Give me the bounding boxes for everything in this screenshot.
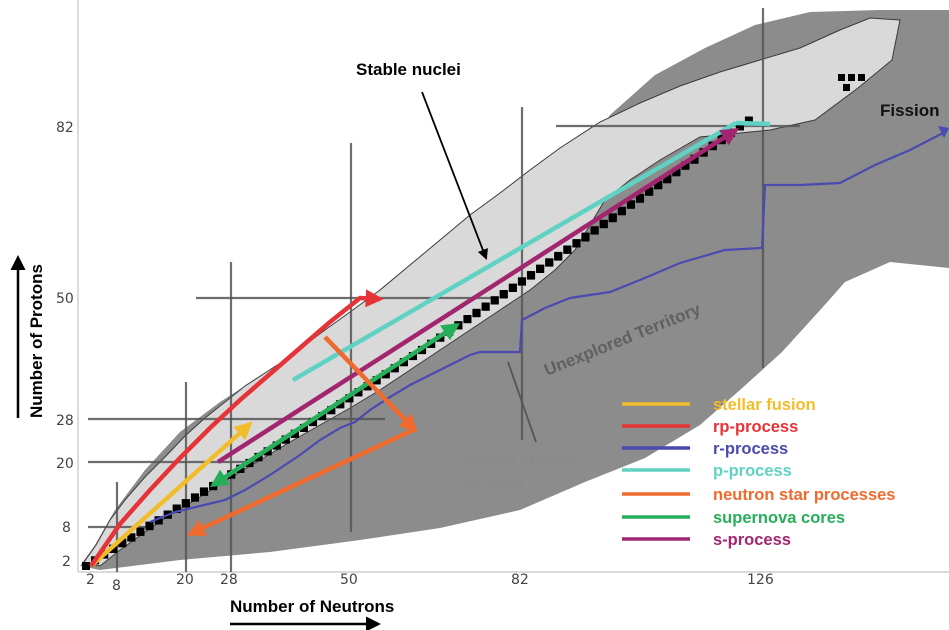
x-axis: 2 8 20 28 50 82 126 Number of Neutrons	[86, 572, 774, 630]
supernova-cores-arrow	[209, 323, 461, 487]
known-pointer-line	[507, 361, 537, 443]
stable-nucleus-square	[581, 232, 590, 241]
stable-nucleus-square	[145, 522, 154, 531]
y-tick-20: 20	[56, 456, 74, 472]
stable-nucleus-square	[527, 271, 536, 279]
stable-nucleus-square	[118, 539, 127, 548]
x-tick-82: 82	[511, 572, 529, 588]
y-tick-82: 82	[56, 120, 74, 136]
stable-nucleus-square	[672, 167, 681, 176]
x-tick-20: 20	[176, 572, 194, 588]
neutron-star-arrow-lower	[186, 427, 414, 537]
stable-nucleus-square	[154, 516, 163, 525]
known-label-line1: Nuclei known	[464, 450, 574, 469]
stable-nucleus-square	[636, 193, 645, 202]
stable-nucleus-square	[590, 226, 599, 235]
stable-nucleus-square	[127, 533, 136, 542]
stable-nuclei-label: Stable nuclei	[356, 60, 461, 79]
stable-nucleus-square	[181, 499, 190, 508]
stable-nucleus-square	[518, 277, 526, 286]
stable-nucleus-square	[191, 493, 199, 502]
stable-nucleus-square	[663, 174, 672, 183]
stable-nucleus-square	[545, 258, 554, 267]
stable-nucleus-square	[463, 315, 472, 323]
fission-label: Fission	[880, 101, 940, 120]
legend-label-p-process: p-process	[713, 462, 792, 480]
y-tick-8: 8	[62, 520, 71, 536]
stable-nucleus-square	[200, 487, 209, 496]
x-tick-50: 50	[340, 572, 358, 588]
known-label-line2: to exist	[464, 476, 524, 495]
stable-nucleus-square	[82, 562, 90, 570]
r-process-arrowhead	[938, 126, 949, 138]
stable-nucleus-square	[654, 180, 663, 189]
stable-nucleus-square	[681, 161, 690, 170]
stable-nucleus-square	[599, 219, 608, 228]
stable-nucleus-square	[472, 308, 481, 317]
legend: stellar fusion rp-process r-process p-pr…	[622, 396, 895, 549]
stable-nucleus-square	[536, 264, 545, 273]
stable-nucleus-square	[736, 122, 744, 130]
stable-nucleus-square	[572, 239, 581, 248]
stable-nucleus-square	[608, 213, 617, 222]
stable-nucleus-square	[617, 206, 626, 215]
p-process-arrow-cap	[735, 120, 771, 127]
stable-nucleus-square	[499, 290, 508, 298]
stable-pointer-line	[421, 91, 488, 261]
stable-nucleus-square	[627, 200, 635, 209]
stable-nucleus-square	[645, 187, 654, 196]
x-tick-126: 126	[747, 572, 774, 588]
x-tick-8: 8	[112, 578, 121, 594]
x-tick-2: 2	[86, 572, 95, 588]
legend-label-r-process: r-process	[713, 440, 788, 458]
stable-nucleus-square	[554, 251, 563, 260]
stable-nucleus-square	[481, 302, 490, 311]
y-axis-title: Number of Protons	[27, 264, 46, 418]
stable-nucleus-square	[136, 527, 145, 536]
legend-label-supernova-cores: supernova cores	[713, 509, 845, 527]
y-tick-2: 2	[62, 554, 71, 570]
stable-nuclei-extra	[838, 74, 865, 91]
y-tick-50: 50	[56, 291, 74, 307]
stable-nucleus-square	[563, 245, 572, 254]
x-axis-title: Number of Neutrons	[230, 597, 394, 616]
neutron-star-arrow-upper	[323, 335, 418, 433]
legend-label-s-process: s-process	[713, 531, 791, 549]
legend-label-stellar-fusion: stellar fusion	[713, 396, 816, 414]
x-tick-28: 28	[220, 572, 238, 588]
y-axis: 82 50 28 20 8 2 Number of Protons	[10, 120, 74, 570]
stable-nucleus-square	[172, 505, 181, 514]
legend-label-neutron-star: neutron star processes	[713, 486, 895, 504]
stable-nucleus-square	[744, 116, 753, 125]
stable-nucleus-square	[490, 296, 499, 305]
legend-label-rp-process: rp-process	[713, 418, 798, 436]
y-tick-28: 28	[56, 413, 74, 429]
stable-nucleus-square	[508, 283, 517, 292]
